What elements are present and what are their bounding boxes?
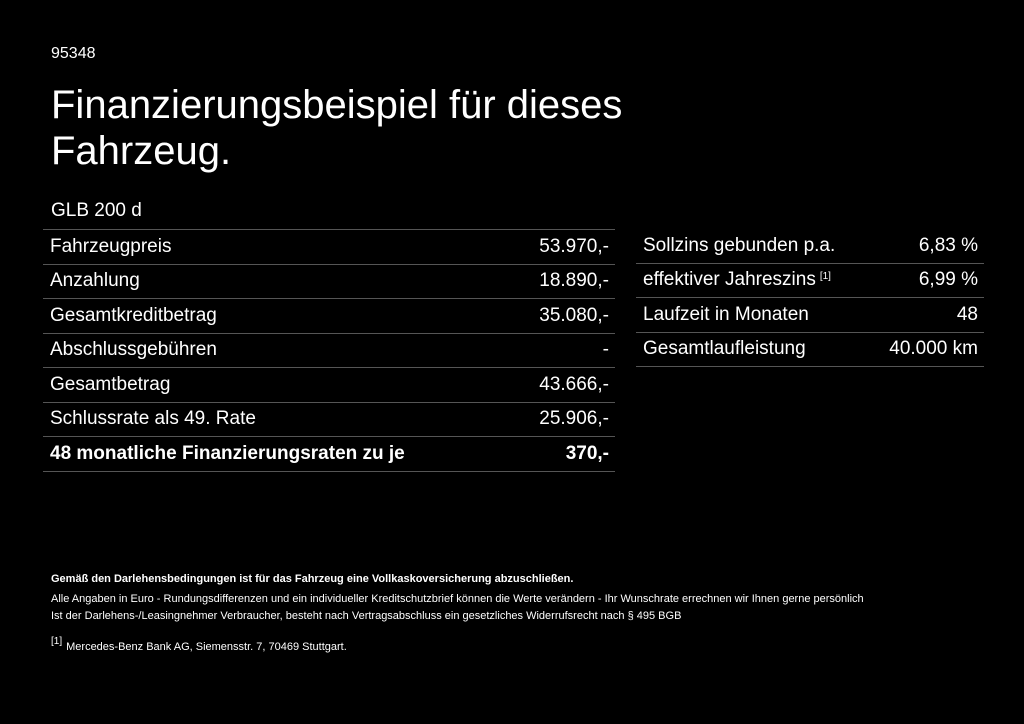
footnote-marker: [1]: [51, 636, 63, 647]
table-row: 48 monatliche Finanzierungsraten zu je 37…: [43, 437, 615, 472]
row-label: Sollzins gebunden p.a.: [643, 234, 836, 256]
table-row: Gesamtlaufleistung 40.000 km: [636, 333, 984, 367]
rate-table: Sollzins gebunden p.a. 6,83 % effektiver J…: [636, 229, 984, 367]
row-label: effektiver Jahreszins [1]: [643, 269, 831, 291]
row-label: Anzahlung: [50, 270, 140, 292]
table-row: effektiver Jahreszins [1] 6,99 %: [636, 264, 984, 298]
footer-note: Gemäß den Darlehensbedingungen ist für d…: [51, 573, 574, 585]
row-value: 18.890,-: [539, 270, 609, 292]
row-value: 6,99 %: [918, 269, 978, 291]
table-row: Anzahlung 18.890,-: [43, 265, 615, 299]
row-label: Gesamtbetrag: [50, 373, 171, 395]
row-value: -: [602, 339, 609, 361]
row-value: 53.970,-: [539, 235, 609, 257]
row-value: 25.906,-: [539, 408, 609, 430]
row-label: Abschlussgebühren: [50, 339, 217, 361]
footer: Gemäß den Darlehensbedingungen ist für d…: [51, 571, 864, 656]
footnote: [1] Mercedes-Benz Bank AG, Siemensstr. 7,…: [51, 633, 864, 656]
row-value: 370,-: [565, 442, 609, 464]
table-row: Laufzeit in Monaten 48: [636, 298, 984, 333]
table-row: Sollzins gebunden p.a. 6,83 %: [636, 229, 984, 264]
vehicle-id: 95348: [51, 45, 96, 62]
row-value: 6,83 %: [918, 234, 978, 256]
table-row: Gesamtbetrag 43.666,-: [43, 368, 615, 403]
footer-note: Alle Angaben in Euro - Rundungsdifferenz…: [51, 593, 864, 605]
title: Finanzierungsbeispiel für dieses Fahrzeu…: [51, 83, 623, 173]
model: GLB 200 d: [51, 200, 142, 221]
row-label: Schlussrate als 49. Rate: [50, 408, 256, 430]
footnote-text: Mercedes-Benz Bank AG, Siemensstr. 7, 70…: [66, 641, 347, 653]
row-label: Fahrzeugpreis: [50, 235, 172, 257]
row-label: Laufzeit in Monaten: [643, 303, 809, 325]
row-label: 48 monatliche Finanzierungsraten zu je: [50, 442, 405, 464]
footer-note: Ist der Darlehens-/Leasingnehmer Verbrau…: [51, 610, 682, 622]
table-row: Schlussrate als 49. Rate 25.906,-: [43, 403, 615, 437]
row-label: Gesamtkreditbetrag: [50, 304, 217, 326]
row-label: Gesamtlaufleistung: [643, 338, 806, 360]
finance-table: Fahrzeugpreis 53.970,- Anzahlung 18.890,- Ge…: [43, 229, 615, 472]
row-value: 43.666,-: [539, 373, 609, 395]
row-value: 48: [956, 303, 978, 325]
footnote-ref: [1]: [819, 271, 831, 283]
row-value: 35.080,-: [539, 304, 609, 326]
table-row: Gesamtkreditbetrag 35.080,-: [43, 299, 615, 334]
table-row: Abschlussgebühren -: [43, 334, 615, 368]
row-value: 40.000 km: [889, 338, 978, 360]
table-row: Fahrzeugpreis 53.970,-: [43, 230, 615, 265]
